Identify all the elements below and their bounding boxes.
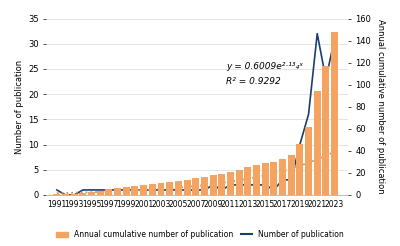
Bar xyxy=(244,168,251,195)
Bar xyxy=(253,165,260,195)
Bar xyxy=(227,172,234,195)
Bar xyxy=(132,186,138,195)
Bar xyxy=(288,155,295,195)
Bar xyxy=(158,183,164,195)
Number of publication xyxy=(106,188,111,191)
Number of publication xyxy=(63,194,68,197)
Number of publication xyxy=(167,188,172,191)
Number of publication xyxy=(176,188,181,191)
Number of publication xyxy=(193,188,198,191)
Number of publication xyxy=(98,188,103,191)
Number of publication xyxy=(332,37,337,40)
Text: R² = 0.9292: R² = 0.9292 xyxy=(226,77,281,86)
Number of publication xyxy=(263,184,268,186)
Number of publication xyxy=(150,188,155,191)
Bar xyxy=(97,191,104,195)
Number of publication xyxy=(237,184,242,186)
Number of publication xyxy=(245,184,250,186)
Number of publication xyxy=(228,184,233,186)
Bar xyxy=(296,144,303,195)
Bar xyxy=(140,185,147,195)
Bar xyxy=(62,194,69,195)
Number of publication xyxy=(219,188,224,191)
Number of publication xyxy=(158,188,163,191)
Bar xyxy=(80,193,86,195)
Bar xyxy=(201,177,208,195)
Number of publication xyxy=(306,113,311,116)
Bar xyxy=(114,188,121,195)
Number of publication xyxy=(185,188,190,191)
Number of publication xyxy=(289,178,294,181)
Bar xyxy=(53,194,60,195)
Bar xyxy=(184,180,190,195)
Number of publication xyxy=(254,184,259,186)
Number of publication xyxy=(211,184,216,186)
Y-axis label: Number of publication: Number of publication xyxy=(15,60,24,154)
Bar xyxy=(149,184,156,195)
Number of publication xyxy=(272,188,276,191)
Bar xyxy=(123,187,130,195)
Number of publication xyxy=(89,188,94,191)
Bar xyxy=(279,159,286,195)
Bar xyxy=(192,178,199,195)
Bar xyxy=(270,162,277,195)
Bar xyxy=(331,32,338,195)
Bar xyxy=(88,192,95,195)
Number of publication xyxy=(72,194,77,197)
Number of publication xyxy=(54,188,59,191)
Number of publication xyxy=(324,77,328,80)
Number of publication xyxy=(141,188,146,191)
Text: y = 0.6009e²·¹³₄ˣ: y = 0.6009e²·¹³₄ˣ xyxy=(226,62,303,71)
Bar xyxy=(262,163,269,195)
Number of publication xyxy=(124,188,129,191)
Number of publication xyxy=(115,188,120,191)
Y-axis label: Annual cumulative number of publication: Annual cumulative number of publication xyxy=(376,19,385,194)
Bar xyxy=(218,174,225,195)
Line: Number of publication: Number of publication xyxy=(57,34,334,195)
Number of publication xyxy=(80,188,85,191)
Number of publication xyxy=(280,178,285,181)
Bar xyxy=(166,182,173,195)
Bar xyxy=(236,170,242,195)
Number of publication xyxy=(315,32,320,35)
Number of publication xyxy=(202,188,207,191)
Bar xyxy=(210,175,216,195)
Bar xyxy=(106,189,112,195)
Bar xyxy=(322,66,329,195)
Bar xyxy=(71,194,78,195)
Legend: Annual cumulative number of publication, Number of publication: Annual cumulative number of publication,… xyxy=(53,227,347,242)
Number of publication xyxy=(298,143,302,146)
Bar xyxy=(314,91,321,195)
Bar xyxy=(175,181,182,195)
Bar xyxy=(305,127,312,195)
Number of publication xyxy=(132,188,137,191)
